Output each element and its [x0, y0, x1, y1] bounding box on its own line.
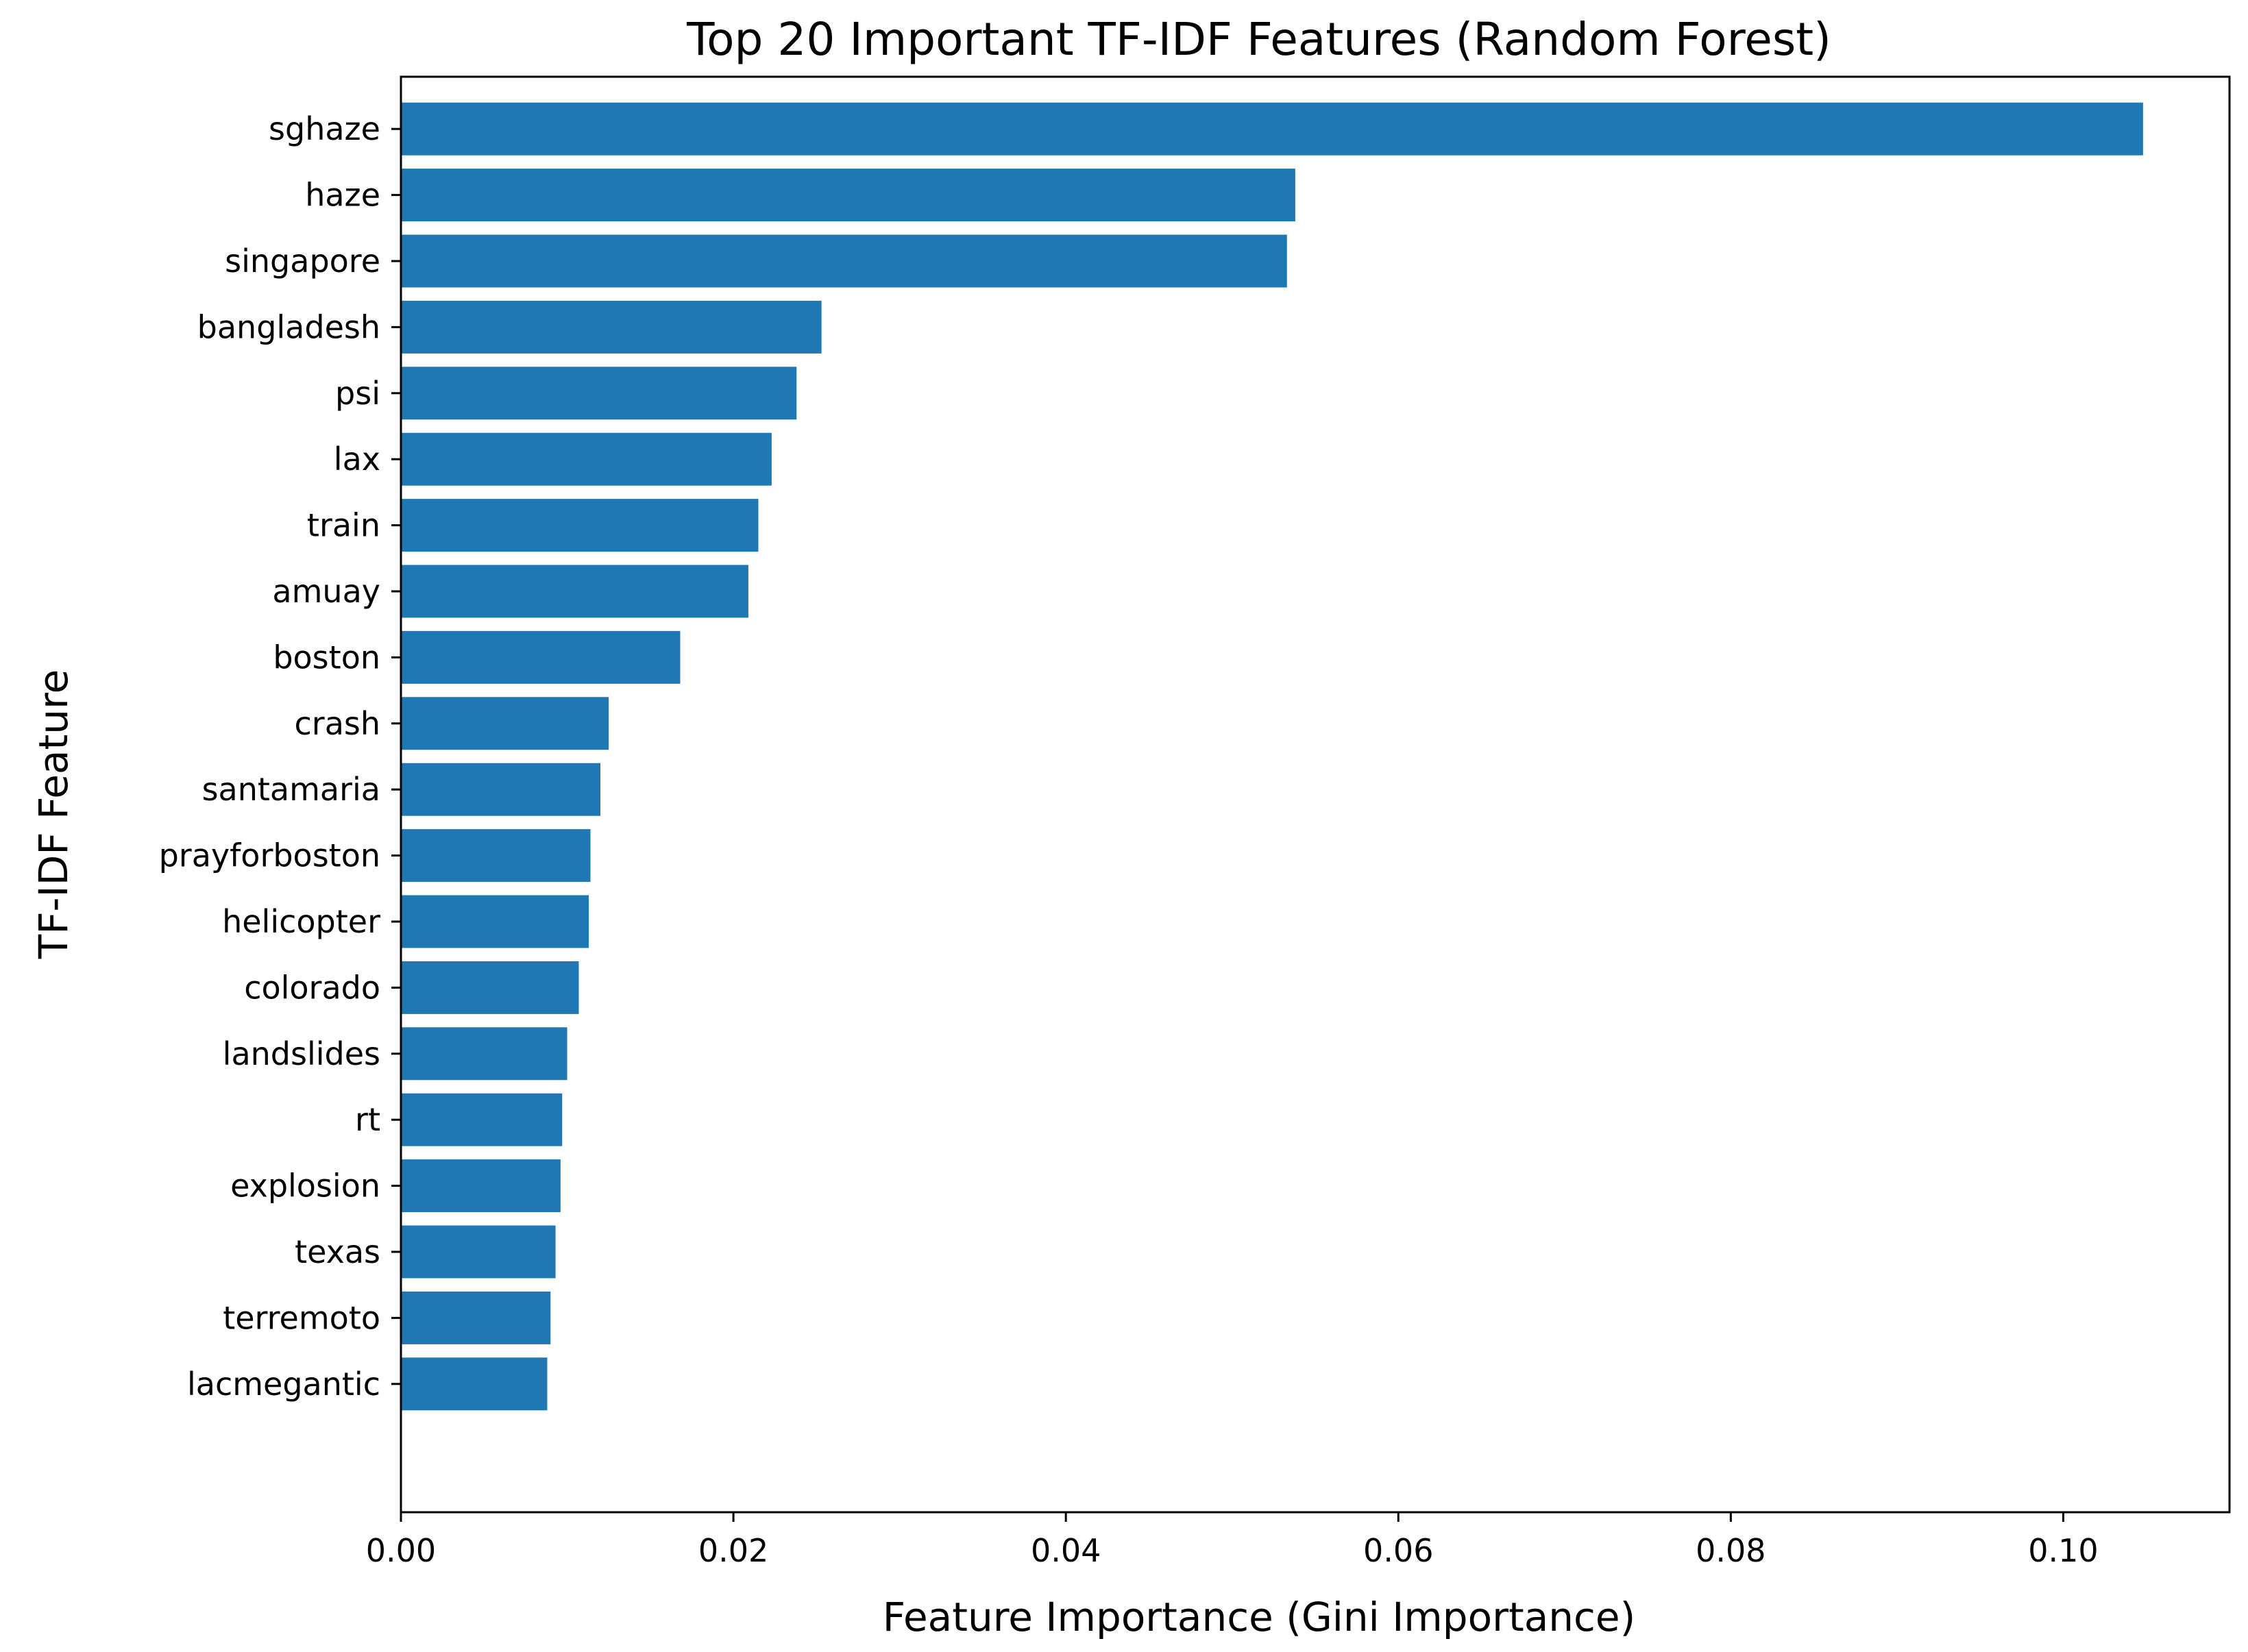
x-tick-label: 0.04 [1031, 1532, 1101, 1569]
x-axis-ticks: 0.00 0.02 0.04 0.06 0.08 0.10 [366, 1512, 2099, 1569]
bar-amuay [401, 565, 748, 618]
chart-title: Top 20 Important TF-IDF Features (Random… [686, 13, 1831, 66]
y-tick-label: sghaze [269, 110, 380, 147]
y-tick-label: santamaria [202, 771, 380, 808]
x-tick-label: 0.00 [366, 1532, 436, 1569]
bar-texas [401, 1225, 556, 1279]
y-tick-label: lax [334, 441, 380, 478]
bar-explosion [401, 1159, 561, 1213]
bar-psi [401, 367, 797, 420]
plot-frame [400, 75, 2231, 1514]
bar-lacmegantic [401, 1357, 548, 1411]
bar-sghaze [401, 102, 2143, 156]
y-tick-label: texas [295, 1233, 380, 1270]
y-tick-label: explosion [230, 1168, 380, 1205]
bar-colorado [401, 961, 579, 1014]
y-tick-label: boston [273, 639, 380, 676]
x-tick-label: 0.08 [1696, 1532, 1766, 1569]
x-tick-label: 0.02 [698, 1532, 768, 1569]
bar-rt [401, 1093, 563, 1146]
bar-singapore [401, 234, 1287, 288]
y-axis-ticks: sghaze haze singapore bangladesh psi lax train… [159, 110, 401, 1403]
bar-bangladesh [401, 300, 822, 354]
bar-boston [401, 630, 681, 684]
y-tick-label: rt [355, 1101, 380, 1138]
bar-prayforboston [401, 829, 591, 883]
y-tick-label: amuay [272, 573, 380, 610]
bar-train [401, 499, 759, 552]
bar-haze [401, 169, 1295, 222]
y-tick-label: bangladesh [197, 308, 380, 345]
bar-landslides [401, 1027, 567, 1081]
bar-santamaria [401, 763, 601, 816]
y-tick-label: singapore [225, 243, 380, 280]
y-tick-label: landslides [223, 1035, 380, 1072]
bar-lax [401, 432, 772, 486]
y-tick-label: train [307, 507, 380, 544]
bar-helicopter [401, 895, 589, 948]
bar-terremoto [401, 1291, 551, 1344]
y-tick-label: prayforboston [159, 837, 380, 874]
y-tick-label: haze [305, 177, 380, 214]
y-axis-title: TF-IDF Feature [30, 669, 77, 959]
y-tick-label: psi [335, 375, 380, 412]
bar-crash [401, 697, 609, 750]
y-tick-label: terremoto [223, 1299, 380, 1336]
x-axis-title: Feature Importance (Gini Importance) [883, 1594, 1635, 1640]
y-tick-label: helicopter [222, 903, 380, 940]
x-tick-label: 0.10 [2028, 1532, 2098, 1569]
y-tick-label: crash [294, 705, 380, 742]
y-tick-label: lacmegantic [187, 1366, 380, 1403]
x-tick-label: 0.06 [1363, 1532, 1433, 1569]
y-tick-label: colorado [244, 969, 380, 1006]
bars-group [401, 102, 2143, 1411]
